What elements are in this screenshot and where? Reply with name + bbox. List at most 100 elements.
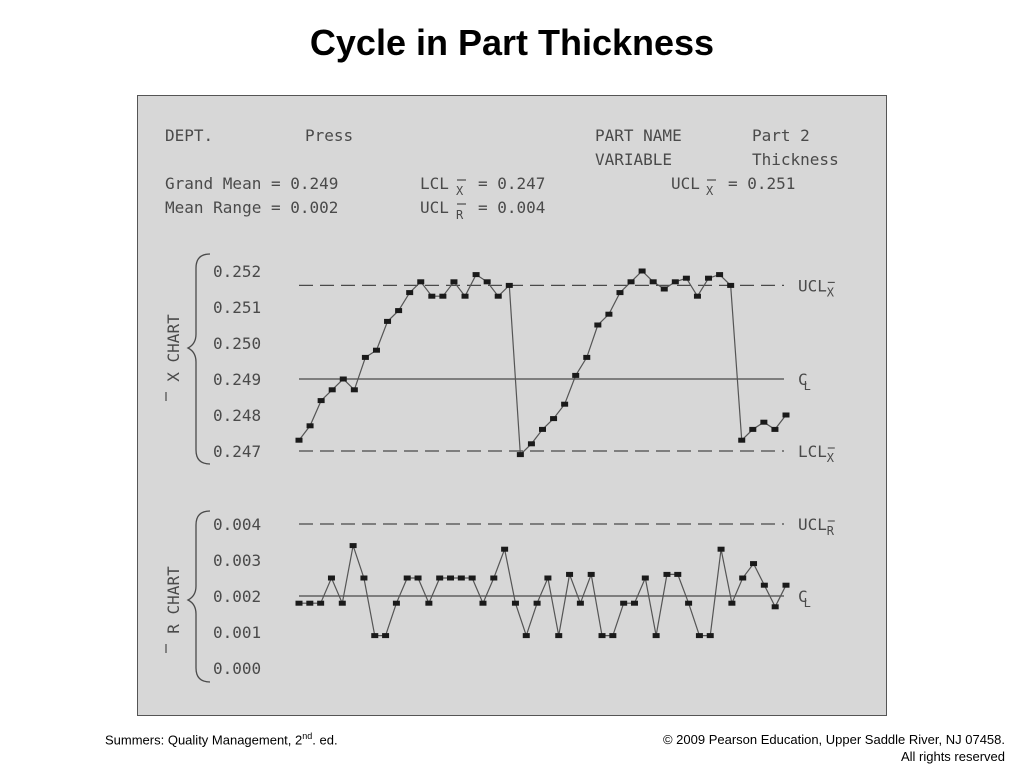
r-chart-data-point <box>609 633 617 639</box>
x-chart-data-point <box>760 419 768 425</box>
r-chart: 0.004 0.003 0.002 0.001 0.000 UCL R CL <box>213 515 835 678</box>
slide-title: Cycle in Part Thickness <box>309 22 715 63</box>
x-chart-data-point <box>638 268 646 274</box>
header-lcl-x-prefix: LCL <box>420 174 449 193</box>
x-chart-data-point <box>505 282 513 288</box>
x-chart-tick-label: 0.249 <box>213 370 261 389</box>
mean-range-text: Mean Range = 0.002 <box>165 198 338 217</box>
r-chart-tick-label: 0.000 <box>213 659 261 678</box>
r-chart-control-label: C <box>798 587 808 606</box>
r-chart-data-point <box>706 633 714 639</box>
x-chart-data-point <box>705 275 713 281</box>
x-chart-data-point <box>527 441 535 447</box>
r-chart-data-point <box>685 600 693 606</box>
r-chart-tick-label: 0.002 <box>213 587 261 606</box>
footer-citation: Summers: Quality Management, 2nd. ed. <box>105 731 338 747</box>
x-chart-data-point <box>339 376 347 382</box>
r-chart-brace <box>186 510 211 683</box>
r-chart-data-point <box>371 633 379 639</box>
x-chart-data-point <box>550 416 558 422</box>
x-chart-data-point <box>306 423 314 429</box>
r-chart-data-point <box>533 600 541 606</box>
r-chart-data-point <box>425 600 433 606</box>
r-chart-data-point <box>771 604 779 610</box>
x-chart-data-point <box>749 426 757 432</box>
r-chart-data-point <box>544 575 552 581</box>
x-chart-control-label-sub: X <box>827 451 835 465</box>
r-chart-control-label-sub: L <box>804 596 811 610</box>
r-chart-data-point <box>479 600 487 606</box>
header-ucl-r-value: = 0.004 <box>478 198 545 217</box>
r-chart-data-point <box>403 575 411 581</box>
header-lcl-x-sub: X <box>456 184 464 198</box>
r-chart-data-point <box>695 633 703 639</box>
r-chart-data-point <box>457 575 465 581</box>
x-chart-data-point <box>395 308 403 314</box>
x-chart-tick-label: 0.247 <box>213 442 261 461</box>
x-chart-control-label: C <box>798 370 808 389</box>
header-ucl-r-prefix: UCL <box>420 198 449 217</box>
r-chart-data-point <box>327 575 335 581</box>
r-chart-data-point <box>447 575 455 581</box>
header-ucl-r-sub: R <box>456 208 464 222</box>
x-chart-data-point <box>439 293 447 299</box>
r-chart-tick-label: 0.004 <box>213 515 261 534</box>
x-chart-data-point <box>428 293 436 299</box>
x-chart-data-point <box>328 387 336 393</box>
r-chart-data-point <box>728 600 736 606</box>
control-chart-svg: DEPT. Press PART NAME Part 2 VARIABLE Th… <box>164 126 839 683</box>
x-chart-data-point <box>384 318 392 324</box>
x-chart-data-point <box>594 322 602 328</box>
x-chart-data-point <box>494 293 502 299</box>
x-chart-axis-name: X CHART <box>164 314 183 382</box>
x-chart-data-point <box>771 426 779 432</box>
footer-copyright-line1: © 2009 Pearson Education, Upper Saddle R… <box>662 732 1005 747</box>
x-chart-tick-label: 0.250 <box>213 334 261 353</box>
x-chart-data-point <box>605 311 613 317</box>
x-chart-control-label: UCL <box>798 276 827 295</box>
variable-label: VARIABLE <box>595 150 672 169</box>
header-lcl-x-value: = 0.247 <box>478 174 545 193</box>
r-chart-data-point <box>317 600 325 606</box>
dept-label: DEPT. <box>165 126 213 145</box>
x-chart-data-point <box>450 279 458 285</box>
footer-citation-sup: nd <box>302 731 313 741</box>
r-chart-tick-label: 0.003 <box>213 551 261 570</box>
r-chart-data-point <box>414 575 422 581</box>
x-chart-data-point <box>350 387 358 393</box>
x-chart-data-point <box>583 354 591 360</box>
r-chart-data-point <box>760 582 768 588</box>
r-chart-tick-label: 0.001 <box>213 623 261 642</box>
x-chart-data-point <box>727 282 735 288</box>
r-chart-data-point <box>739 575 747 581</box>
x-chart-brace <box>186 253 211 465</box>
r-chart-data-point <box>436 575 444 581</box>
x-chart-data-point <box>317 398 325 404</box>
r-chart-data-point <box>576 600 584 606</box>
x-chart-data-point <box>561 401 569 407</box>
x-chart-data-point <box>539 426 546 432</box>
x-chart-data-point <box>649 279 657 285</box>
x-chart-data-point <box>716 272 724 278</box>
x-chart-data-point <box>372 347 380 353</box>
header-ucl-x-sub: X <box>706 184 714 198</box>
r-chart-data-point <box>382 633 390 639</box>
r-chart-axis-title: R CHART <box>164 566 183 634</box>
r-chart-data-point <box>630 600 638 606</box>
x-chart-tick-label: 0.248 <box>213 406 261 425</box>
r-chart-data-point <box>674 571 682 577</box>
x-chart-data-point <box>782 412 790 418</box>
r-chart-data-point <box>555 633 563 639</box>
r-chart-data-point <box>511 600 519 606</box>
footer-copyright-line2: All rights reserved <box>900 749 1005 764</box>
r-chart-data-point <box>750 561 758 567</box>
r-chart-data-point <box>717 546 725 552</box>
r-chart-data-point <box>566 571 574 577</box>
r-chart-control-label-sub: R <box>827 524 835 538</box>
r-chart-data-point <box>349 543 357 549</box>
variable-value: Thickness <box>752 150 839 169</box>
x-chart-data-point <box>671 279 679 285</box>
x-chart-axis-title: X CHART <box>164 314 183 382</box>
r-chart-data-point <box>652 633 660 639</box>
